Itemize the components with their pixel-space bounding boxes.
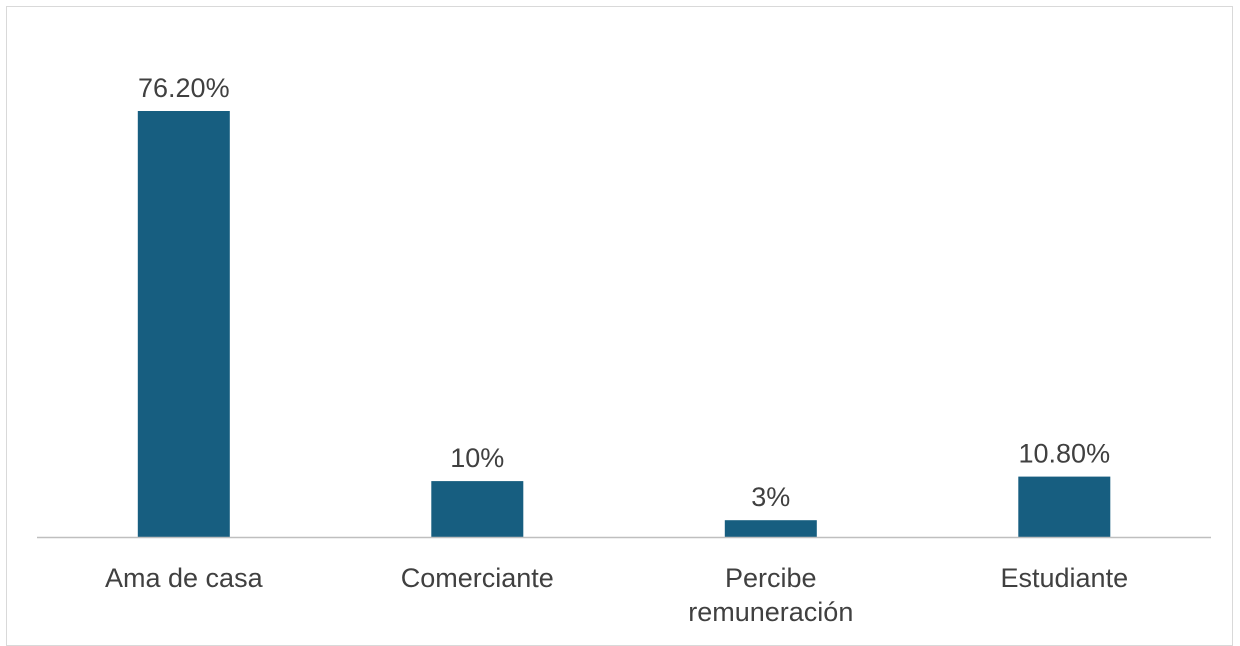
category-label-0-line-0: Ama de casa — [105, 563, 264, 593]
category-label-0: Ama de casa — [105, 563, 264, 593]
bar-1 — [431, 481, 524, 537]
category-label-1-line-0: Comerciante — [401, 563, 554, 593]
data-label-1: 10% — [450, 443, 504, 473]
category-label-3: Estudiante — [1001, 563, 1129, 593]
category-label-2-line-0: Percibe — [725, 563, 817, 593]
data-label-3: 10.80% — [1019, 439, 1111, 469]
bar-3 — [1018, 476, 1111, 537]
bar-0 — [137, 111, 230, 537]
category-label-3-line-0: Estudiante — [1001, 563, 1129, 593]
category-label-2-line-1: remuneración — [688, 597, 853, 627]
bar-2 — [724, 520, 817, 537]
category-label-1: Comerciante — [401, 563, 554, 593]
data-label-2: 3% — [751, 482, 790, 512]
data-label-0: 76.20% — [138, 73, 230, 103]
category-label-2: Percibe remuneración — [688, 563, 853, 627]
